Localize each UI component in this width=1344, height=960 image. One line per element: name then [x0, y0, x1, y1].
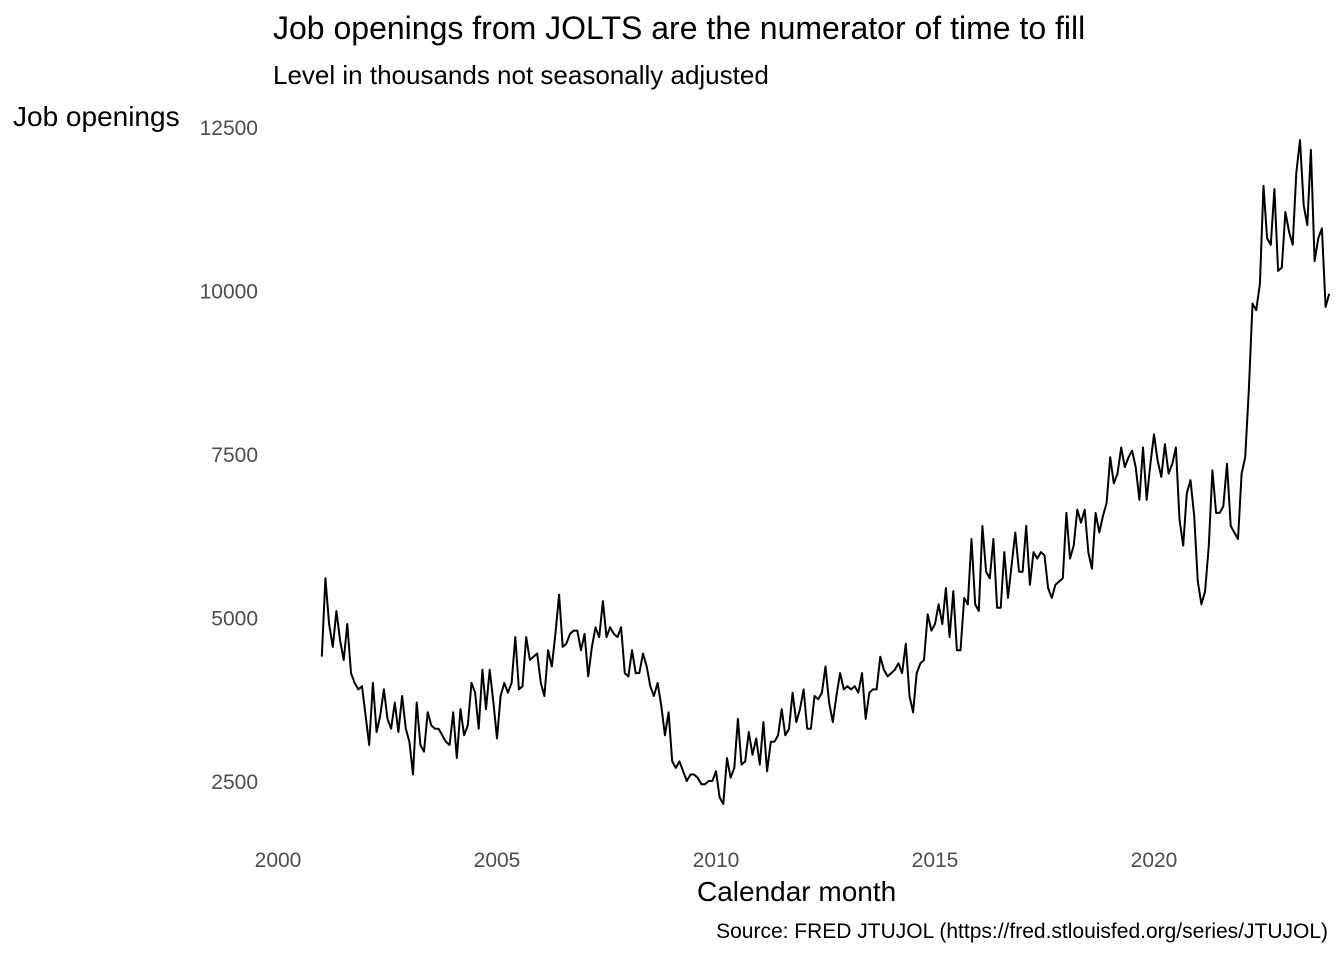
x-tick-label: 2010	[693, 849, 740, 872]
chart-title: Job openings from JOLTS are the numerato…	[273, 10, 1086, 46]
y-axis-ticks: 2500 5000 7500 10000 12500	[200, 117, 258, 794]
y-tick-label: 2500	[211, 771, 258, 794]
y-axis-label: Job openings	[13, 101, 180, 132]
y-tick-label: 5000	[211, 608, 258, 631]
y-tick-label: 10000	[200, 281, 258, 304]
x-axis-label: Calendar month	[697, 876, 897, 907]
y-tick-label: 7500	[211, 444, 258, 467]
chart-subtitle: Level in thousands not seasonally adjust…	[273, 60, 769, 90]
job-openings-line	[320, 139, 1331, 805]
chart-caption: Source: FRED JTUJOL (https://fred.stloui…	[716, 920, 1328, 943]
y-tick-label: 12500	[200, 117, 258, 140]
x-tick-label: 2015	[912, 849, 959, 872]
x-tick-label: 2020	[1131, 849, 1178, 872]
x-tick-label: 2005	[474, 849, 521, 872]
x-axis-ticks: 2000 2005 2010 2015 2020	[255, 849, 1178, 872]
x-tick-label: 2000	[255, 849, 302, 872]
